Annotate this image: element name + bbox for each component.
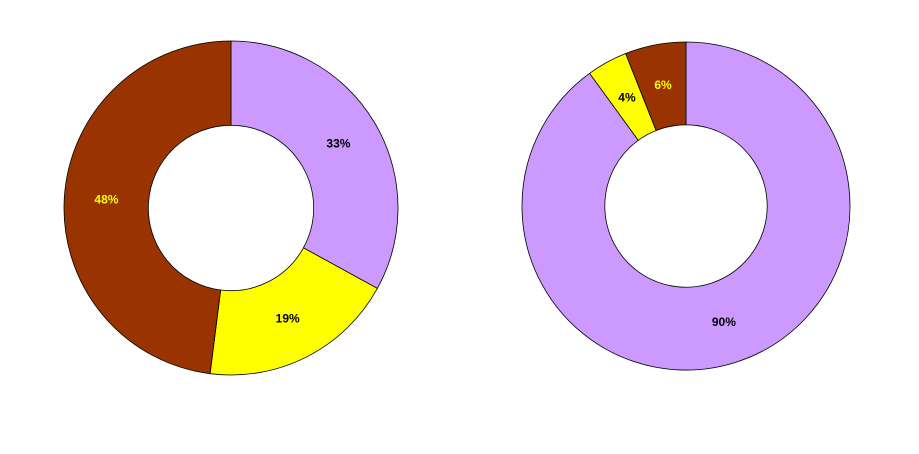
data-label: 33% — [326, 137, 350, 151]
data-label: 4% — [618, 91, 636, 105]
donut-slice — [625, 41, 687, 132]
data-label: 6% — [654, 78, 672, 92]
data-label: 48% — [94, 192, 118, 206]
donut-slice — [230, 40, 399, 289]
data-label: 90% — [712, 315, 736, 329]
donut-slice — [209, 247, 378, 376]
donut-slice — [63, 40, 232, 375]
data-label: 19% — [276, 311, 300, 325]
donut-slice — [521, 41, 851, 371]
